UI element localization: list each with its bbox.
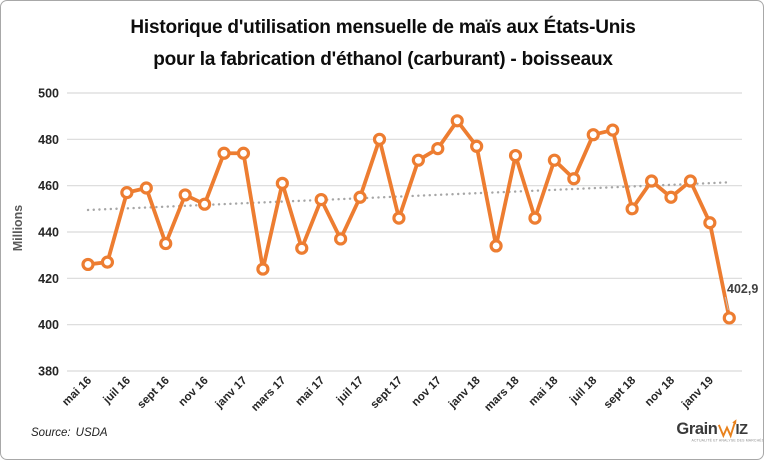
data-point-marker xyxy=(334,232,348,246)
data-point-marker xyxy=(586,128,600,142)
data-point-marker xyxy=(489,239,503,253)
data-point-marker xyxy=(295,241,309,255)
y-tick-label: 500 xyxy=(38,87,59,101)
y-tick-label: 400 xyxy=(38,318,59,332)
x-tick-label: nov 17 xyxy=(410,375,444,409)
x-tick-label: sept 18 xyxy=(602,374,639,411)
y-tick-label: 440 xyxy=(38,226,59,240)
data-point-marker xyxy=(683,174,698,188)
data-point-marker xyxy=(644,174,659,188)
data-point-marker xyxy=(625,202,639,216)
x-tick-label: nov 16 xyxy=(176,375,210,409)
logo-tagline: ACTUALITÉ ET ANALYSE DES MARCHÉS AGRICOL… xyxy=(691,439,764,443)
source-note: Source: USDA xyxy=(31,427,108,439)
y-tick-label: 480 xyxy=(38,133,59,147)
data-point-marker xyxy=(470,139,484,153)
data-point-marker xyxy=(722,311,736,325)
y-tick-label: 380 xyxy=(38,365,59,379)
data-point-marker xyxy=(547,153,561,167)
data-point-marker xyxy=(314,192,328,207)
data-point-marker xyxy=(275,176,289,190)
annotation-leader-line xyxy=(724,296,729,311)
data-point-marker xyxy=(256,262,270,276)
data-series-layer xyxy=(81,114,736,325)
data-point-marker xyxy=(703,216,717,230)
x-tick-label: juil 17 xyxy=(334,375,366,407)
data-point-marker xyxy=(431,142,445,156)
data-point-marker xyxy=(100,255,115,269)
data-point-marker xyxy=(450,114,464,128)
data-point-marker xyxy=(197,197,212,211)
x-tick-label: mai 16 xyxy=(60,375,94,409)
data-point-marker xyxy=(372,132,387,146)
x-tick-label: sept 17 xyxy=(369,375,406,412)
x-tick-label: mars 18 xyxy=(482,374,522,414)
data-point-marker xyxy=(392,211,406,225)
source-prefix: Source: xyxy=(31,427,71,439)
x-tick-label: mai 18 xyxy=(527,374,561,408)
series-line xyxy=(86,118,732,320)
x-tick-label: janv 18 xyxy=(446,374,483,411)
data-point-marker xyxy=(664,190,678,204)
trend-line-layer xyxy=(86,180,733,212)
chart-title-line2: pour la fabrication d'éthanol (carburant… xyxy=(153,49,613,70)
data-point-marker xyxy=(567,172,581,186)
x-tick-label: nov 18 xyxy=(643,374,678,409)
x-tick-label: juil 16 xyxy=(101,375,133,407)
logo-text-iz: IZ xyxy=(735,422,748,438)
data-point-marker xyxy=(411,153,425,167)
data-point-marker xyxy=(353,190,367,204)
chart-title-line1: Historique d'utilisation mensuelle de ma… xyxy=(130,17,636,38)
y-tick-label: 420 xyxy=(38,272,59,286)
data-point-marker xyxy=(606,123,620,137)
data-point-marker xyxy=(139,181,153,195)
logo-w-zigzag-icon xyxy=(717,418,736,438)
grainwiz-wordmark: Grain IZ xyxy=(671,418,753,438)
annotation-label: 402,9 xyxy=(727,282,758,296)
y-axis-title: Millions xyxy=(11,205,25,252)
x-tick-label: juil 18 xyxy=(567,374,600,407)
source-value: USDA xyxy=(75,427,108,439)
data-point-marker xyxy=(528,211,542,225)
logo-text-grain: Grain xyxy=(676,420,718,438)
x-tick-label: janv 19 xyxy=(679,375,716,412)
data-point-marker xyxy=(217,146,231,160)
data-point-marker xyxy=(236,146,251,160)
data-point-marker xyxy=(178,188,192,202)
data-point-marker xyxy=(159,236,173,251)
grainwiz-logo: Grain IZ ACTUALITÉ ET ANALYSE DES MARCHÉ… xyxy=(671,418,764,447)
data-point-marker xyxy=(508,148,523,163)
gridlines xyxy=(67,92,742,372)
trend-line xyxy=(86,180,733,212)
data-point-marker xyxy=(81,257,95,272)
annotation-layer: 402,9 xyxy=(724,282,758,311)
x-tick-label: mai 17 xyxy=(294,375,328,409)
chart-title: Historique d'utilisation mensuelle de ma… xyxy=(1,12,763,76)
y-tick-label: 460 xyxy=(38,179,59,193)
x-tick-label: mars 17 xyxy=(249,375,288,414)
data-point-marker xyxy=(120,186,134,200)
x-tick-label: janv 17 xyxy=(213,375,250,412)
x-tick-label: sept 16 xyxy=(135,375,172,412)
